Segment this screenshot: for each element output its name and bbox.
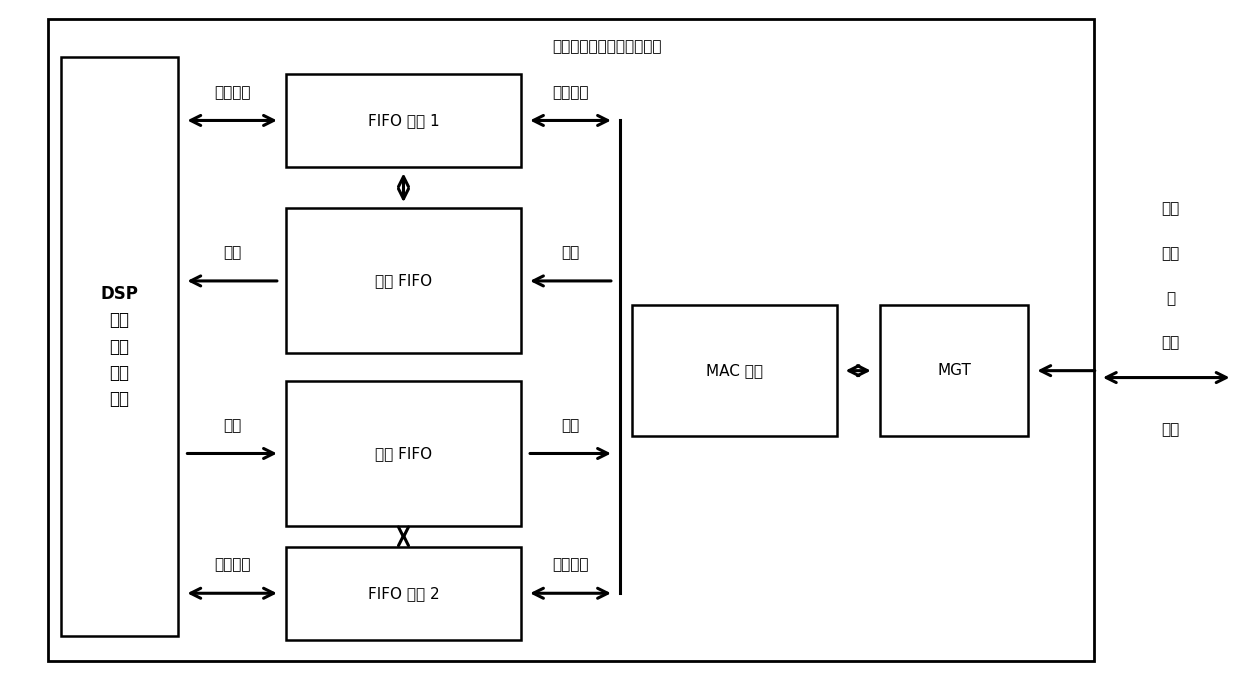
Text: 控制信号: 控制信号 [552,85,589,100]
Bar [48,19,1094,660]
Text: 数据: 数据 [223,418,242,432]
Bar [286,547,521,640]
Text: 发送 FIFO: 发送 FIFO [374,446,432,461]
Text: 控制信号: 控制信号 [213,85,250,100]
Text: FIFO 控制 2: FIFO 控制 2 [368,586,439,601]
Text: FIFO 控制 1: FIFO 控制 1 [368,113,439,128]
Text: 器: 器 [1166,290,1176,306]
Bar [286,74,521,167]
Text: MAC 硬核: MAC 硬核 [706,363,763,378]
Bar [880,305,1028,436]
Text: 收发: 收发 [1162,246,1179,261]
Text: DSP
外部
总线
接口
模块: DSP 外部 总线 接口 模块 [100,285,139,408]
Text: 数据: 数据 [562,418,579,432]
Bar [286,209,521,353]
Text: 接收 FIFO: 接收 FIFO [374,274,432,288]
Text: MGT: MGT [937,363,971,378]
Text: 光纤: 光纤 [1162,201,1179,216]
Text: 输入: 输入 [1162,335,1179,351]
Bar [61,57,179,636]
Text: 控制信号: 控制信号 [552,558,589,572]
Text: 输出: 输出 [1162,422,1179,437]
Text: 千兆以太网配置及控制模块: 千兆以太网配置及控制模块 [552,39,661,54]
Text: 控制信号: 控制信号 [213,558,250,572]
Bar [632,305,837,436]
Text: 数据: 数据 [562,245,579,261]
Text: 数据: 数据 [223,245,242,261]
Bar [286,381,521,526]
